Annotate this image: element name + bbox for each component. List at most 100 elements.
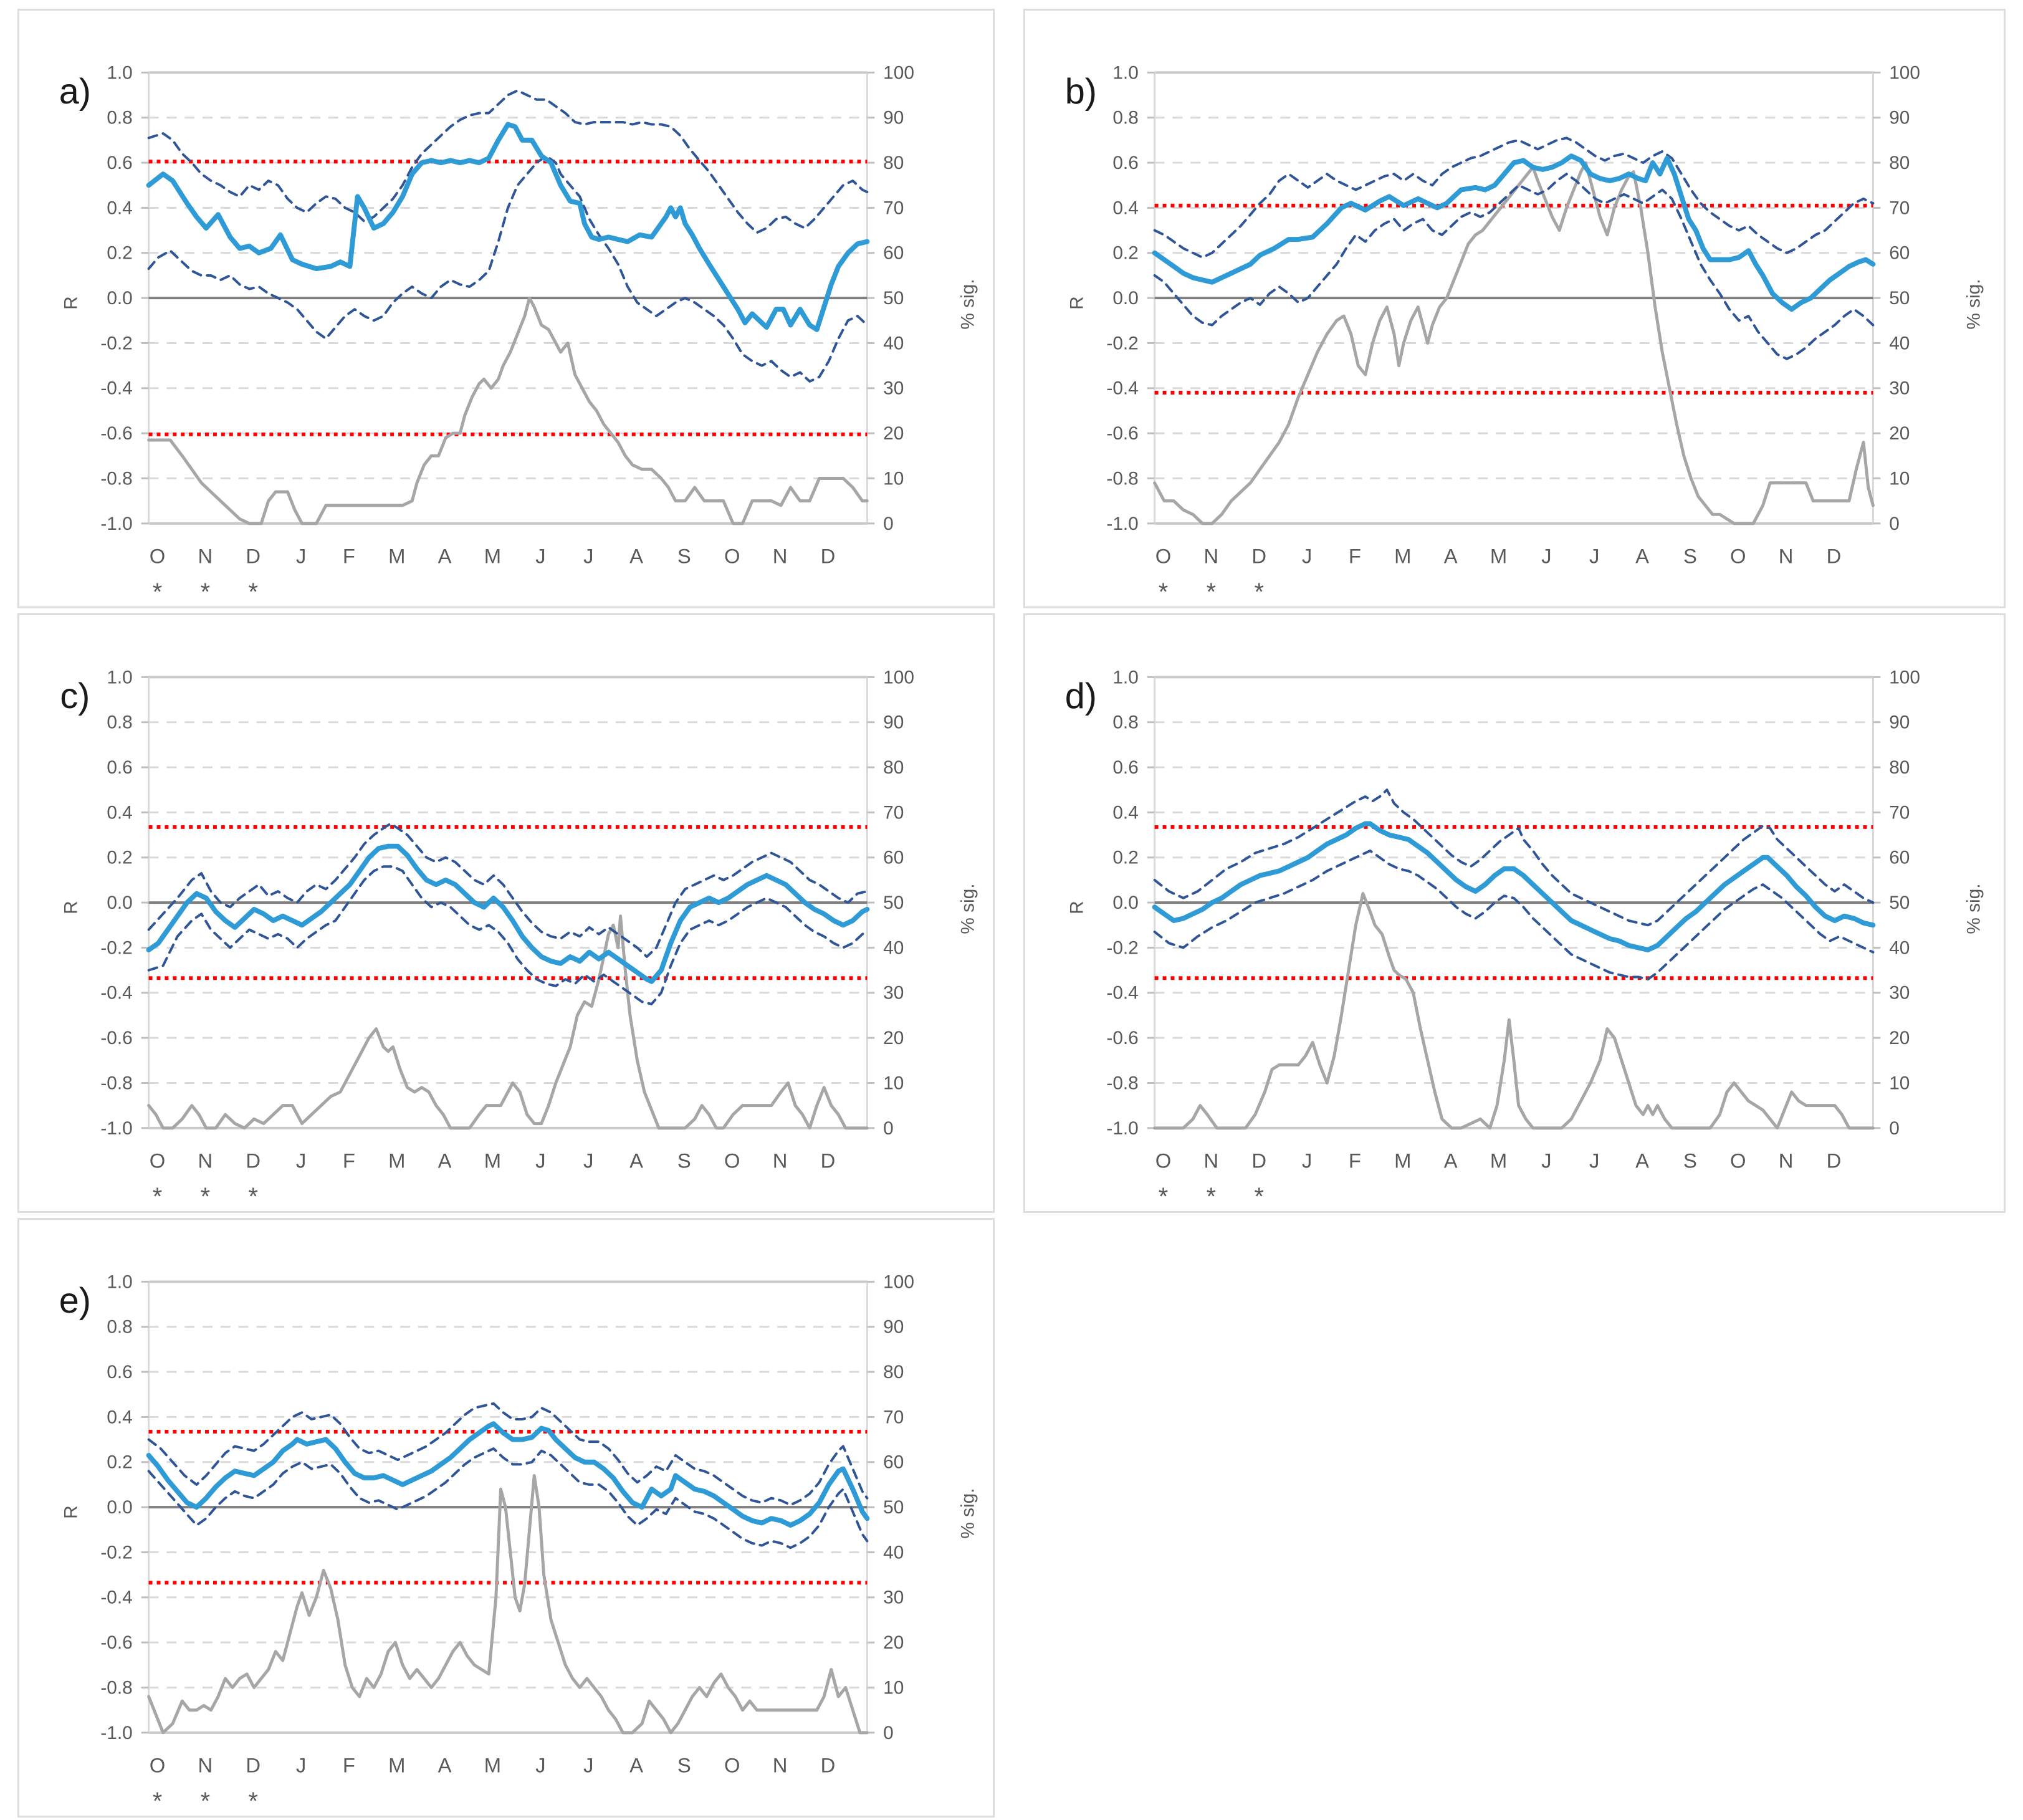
- month-label: D: [1827, 1149, 1842, 1172]
- month-label: J: [296, 1149, 306, 1172]
- month-label: J: [1541, 544, 1551, 567]
- chart-svg-d: d) 1.0 0.8 0.6 0.4 0.2 0.0 -0.2 -0.4 -0.6 -0.8 -1.0…: [1065, 667, 1984, 1210]
- chart-svg-c: c) 1.0 0.8 0.6 0.4 0.2 0.0 -0.2 -0.4 -0.6 -0.8 -1.0…: [60, 667, 978, 1210]
- month-label: D: [246, 1753, 261, 1776]
- month-label: J: [535, 1149, 545, 1172]
- month-asterisk: *: [248, 1183, 257, 1210]
- month-label: O: [1155, 1149, 1172, 1172]
- left-axis-title: R: [1066, 901, 1087, 914]
- month-label: D: [821, 544, 836, 567]
- right-tick-label: 70: [883, 198, 904, 218]
- right-tick-label: 90: [1889, 108, 1910, 128]
- left-tick-label: -0.4: [1106, 983, 1138, 1003]
- panel-b: b) 1.0 0.8 0.6 0.4 0.2 0.0 -0.2 -0.4 -0.6 -0.8 -1.0…: [1023, 9, 2006, 608]
- month-asterisk: *: [1159, 578, 1168, 606]
- month-label: O: [724, 1149, 740, 1172]
- month-label: N: [1204, 544, 1219, 567]
- month-label: O: [1155, 544, 1172, 567]
- right-tick-label: 0: [883, 514, 894, 534]
- lower-confidence-bound-line: [147, 865, 869, 1005]
- month-asterisk: *: [1254, 578, 1263, 606]
- right-tick-label: 80: [883, 153, 904, 173]
- left-tick-label: 0.0: [107, 288, 132, 309]
- right-tick-label: 90: [1889, 712, 1910, 733]
- month-label: M: [388, 1753, 405, 1776]
- right-tick-label: 0: [883, 1723, 894, 1743]
- chart-svg-e: e) 1.0 0.8 0.6 0.4 0.2 0.0 -0.2 -0.4 -0.6 -0.8 -1.0…: [59, 1272, 978, 1815]
- month-label: N: [198, 544, 213, 567]
- correlation-line: [146, 122, 870, 332]
- panel-letter-c: c): [60, 676, 90, 716]
- month-label: N: [1779, 544, 1794, 567]
- month-label: D: [246, 544, 261, 567]
- panel-d: d) 1.0 0.8 0.6 0.4 0.2 0.0 -0.2 -0.4 -0.6 -0.8 -1.0…: [1023, 613, 2006, 1213]
- percent-significant-line: [147, 914, 869, 1130]
- left-tick-label: 0.2: [1112, 848, 1138, 868]
- left-tick-label: -1.0: [100, 1723, 132, 1743]
- left-tick-label: 0.8: [1112, 108, 1138, 128]
- month-label: M: [388, 1149, 405, 1172]
- right-tick-label: 30: [1889, 983, 1910, 1003]
- month-label: A: [1635, 1149, 1649, 1172]
- right-tick-label: 40: [1889, 333, 1910, 353]
- panel-a: a) 1.0 0.8 0.6 0.4 0.2 0.0 -0.2 -0.4 -0.6 -0.8 -1.0…: [17, 9, 995, 608]
- left-tick-label: -0.6: [1106, 423, 1138, 444]
- left-tick-label: -0.8: [1106, 1073, 1138, 1093]
- left-axis-title: R: [60, 1505, 81, 1519]
- right-tick-label: 10: [883, 1677, 904, 1698]
- percent-significant-line: [1153, 892, 1875, 1130]
- left-tick-label: 0.0: [1112, 288, 1138, 309]
- right-tick-label: 60: [883, 848, 904, 868]
- panel-letter-a: a): [59, 72, 91, 112]
- month-label: J: [296, 1753, 306, 1776]
- left-tick-label: 0.2: [107, 1452, 132, 1473]
- left-tick-label: -0.8: [100, 468, 132, 489]
- panel-letter-d: d): [1065, 676, 1097, 716]
- left-tick-label: 0.6: [107, 1362, 132, 1382]
- month-label: J: [1302, 1149, 1312, 1172]
- left-tick-label: -0.2: [100, 333, 132, 353]
- right-tick-label: 90: [883, 712, 904, 733]
- right-tick-label: 100: [883, 1272, 914, 1292]
- left-tick-label: 1.0: [1112, 667, 1138, 687]
- month-label: J: [1589, 544, 1599, 567]
- left-tick-label: -1.0: [1106, 514, 1138, 534]
- month-label: J: [1541, 1149, 1551, 1172]
- left-tick-label: 0.6: [1112, 153, 1138, 173]
- month-label: O: [724, 1753, 740, 1776]
- left-tick-label: -0.6: [100, 1632, 132, 1653]
- month-asterisk: *: [201, 1788, 210, 1815]
- panel-c: c) 1.0 0.8 0.6 0.4 0.2 0.0 -0.2 -0.4 -0.6 -0.8 -1.0…: [17, 613, 995, 1213]
- left-tick-label: 0.8: [107, 108, 132, 128]
- right-tick-label: 0: [883, 1118, 894, 1139]
- lower-confidence-bound-line: [1153, 173, 1875, 360]
- month-label: A: [1444, 1149, 1458, 1172]
- left-tick-label: -1.0: [1106, 1118, 1138, 1139]
- percent-significant-line: [147, 296, 869, 525]
- right-tick-label: 50: [883, 288, 904, 309]
- month-label: D: [1251, 1149, 1266, 1172]
- lower-confidence-bound-line: [1153, 849, 1875, 981]
- left-tick-label: 0.8: [107, 712, 132, 733]
- left-tick-label: -0.8: [100, 1073, 132, 1093]
- month-label: O: [1730, 544, 1746, 567]
- month-label: D: [821, 1753, 836, 1776]
- right-tick-label: 50: [883, 893, 904, 913]
- month-label: D: [821, 1149, 836, 1172]
- month-label: A: [438, 1149, 452, 1172]
- right-tick-label: 30: [1889, 378, 1910, 399]
- left-axis-title: R: [1066, 296, 1087, 310]
- month-label: N: [198, 1753, 213, 1776]
- right-tick-label: 40: [883, 937, 904, 958]
- left-tick-label: -0.2: [100, 937, 132, 958]
- left-tick-label: 0.4: [1112, 802, 1138, 823]
- month-label: S: [677, 1753, 691, 1776]
- month-label: F: [343, 544, 355, 567]
- left-tick-label: 0.6: [107, 153, 132, 173]
- month-label: N: [1779, 1149, 1794, 1172]
- month-label: J: [1589, 1149, 1599, 1172]
- panel-letter-e: e): [59, 1281, 91, 1321]
- left-tick-label: -0.8: [100, 1677, 132, 1698]
- left-tick-label: 0.6: [1112, 757, 1138, 778]
- right-tick-label: 30: [883, 1588, 904, 1608]
